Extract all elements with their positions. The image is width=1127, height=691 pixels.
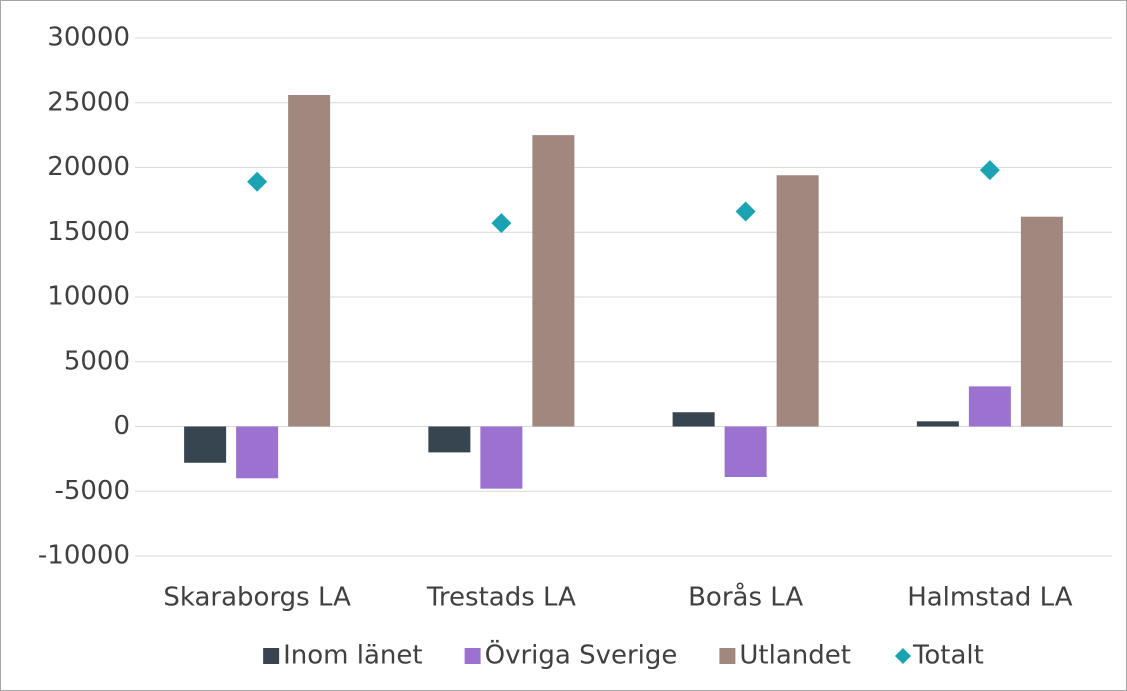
bar bbox=[184, 426, 227, 463]
legend-label: Utlandet bbox=[739, 641, 851, 671]
bar bbox=[672, 412, 715, 427]
x-tick-label: Skaraborgs LA bbox=[163, 583, 351, 613]
bar bbox=[428, 426, 471, 453]
bar bbox=[776, 175, 819, 427]
x-tick-label: Halmstad LA bbox=[907, 583, 1073, 613]
y-tick-label: 0 bbox=[113, 411, 130, 441]
y-tick-label: 15000 bbox=[47, 217, 130, 247]
x-tick-label: Trestads LA bbox=[426, 583, 576, 613]
y-tick-label: 30000 bbox=[47, 23, 130, 53]
bar bbox=[724, 426, 767, 478]
x-tick-label: Borås LA bbox=[688, 582, 803, 613]
bar bbox=[916, 421, 959, 427]
legend-swatch bbox=[894, 648, 911, 664]
y-tick-label: 10000 bbox=[47, 282, 130, 312]
bar bbox=[968, 386, 1011, 427]
bar bbox=[480, 426, 523, 489]
bar bbox=[288, 94, 331, 427]
legend-swatch bbox=[719, 648, 736, 664]
bar bbox=[1020, 216, 1063, 427]
y-tick-label: 25000 bbox=[47, 87, 130, 117]
bar bbox=[236, 426, 279, 479]
y-tick-label: -10000 bbox=[38, 541, 130, 571]
marker bbox=[735, 201, 756, 222]
legend-swatch bbox=[263, 648, 280, 664]
bar bbox=[532, 135, 575, 427]
y-tick-label: 20000 bbox=[47, 152, 130, 182]
y-tick-label: -5000 bbox=[54, 476, 130, 506]
marker bbox=[491, 213, 512, 234]
marker bbox=[247, 171, 268, 192]
legend-label: Totalt bbox=[912, 641, 984, 671]
legend-label: Övriga Sverige bbox=[485, 639, 678, 671]
marker bbox=[979, 160, 1000, 181]
legend-label: Inom länet bbox=[283, 641, 422, 671]
legend-swatch bbox=[464, 648, 481, 664]
y-tick-label: 5000 bbox=[64, 346, 130, 376]
